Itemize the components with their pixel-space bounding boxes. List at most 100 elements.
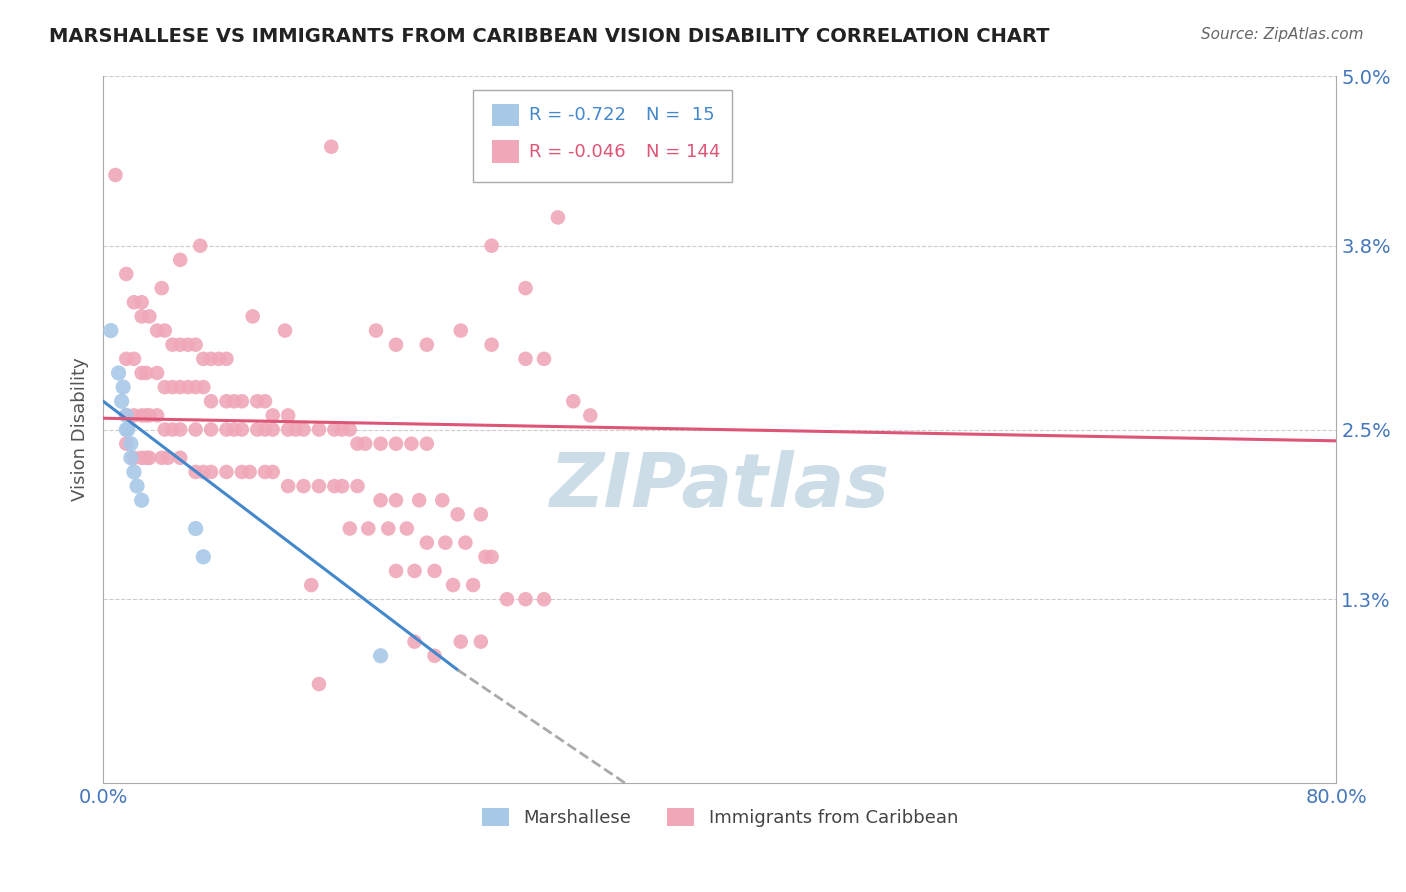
Point xyxy=(138,310,160,324)
Point xyxy=(370,436,392,450)
Point xyxy=(215,423,238,437)
Point xyxy=(401,436,423,450)
Point xyxy=(146,366,169,380)
Point xyxy=(115,351,138,366)
Point xyxy=(277,479,299,493)
Point xyxy=(292,423,315,437)
Point xyxy=(496,592,519,607)
Point xyxy=(115,267,138,281)
Point xyxy=(193,380,215,394)
Point xyxy=(131,493,153,508)
FancyBboxPatch shape xyxy=(492,103,519,127)
Point xyxy=(135,409,157,423)
Point xyxy=(122,465,145,479)
Point xyxy=(122,409,145,423)
Point xyxy=(416,337,439,351)
Point xyxy=(177,380,200,394)
Point xyxy=(115,409,138,423)
Point xyxy=(177,337,200,351)
Point xyxy=(215,394,238,409)
Point xyxy=(239,465,262,479)
Point xyxy=(224,394,246,409)
Point xyxy=(153,324,176,338)
Point xyxy=(339,423,361,437)
Text: MARSHALLESE VS IMMIGRANTS FROM CARIBBEAN VISION DISABILITY CORRELATION CHART: MARSHALLESE VS IMMIGRANTS FROM CARIBBEAN… xyxy=(49,27,1050,45)
Point xyxy=(308,423,330,437)
Point xyxy=(215,351,238,366)
Point xyxy=(135,366,157,380)
Point xyxy=(184,337,207,351)
Point xyxy=(416,436,439,450)
Point xyxy=(292,479,315,493)
Point xyxy=(450,324,472,338)
Text: N = 144: N = 144 xyxy=(645,143,720,161)
Point xyxy=(470,634,492,648)
Point xyxy=(515,281,537,295)
Text: ZIPatlas: ZIPatlas xyxy=(550,450,890,523)
Point xyxy=(146,409,169,423)
Point xyxy=(125,479,148,493)
Point xyxy=(169,423,191,437)
Point xyxy=(404,564,426,578)
Point xyxy=(253,465,276,479)
Point xyxy=(330,423,353,437)
Point xyxy=(562,394,585,409)
Point xyxy=(112,380,135,394)
Point xyxy=(533,592,555,607)
Point xyxy=(122,351,145,366)
Point xyxy=(385,493,408,508)
Point xyxy=(253,394,276,409)
Point xyxy=(231,465,253,479)
Point xyxy=(579,409,602,423)
Point xyxy=(470,508,492,522)
Point xyxy=(184,522,207,536)
Point xyxy=(308,677,330,691)
Point xyxy=(115,409,138,423)
Point xyxy=(169,252,191,267)
Point xyxy=(357,522,380,536)
Point xyxy=(385,436,408,450)
Point xyxy=(246,423,269,437)
Point xyxy=(208,351,231,366)
Point xyxy=(364,324,387,338)
Point xyxy=(370,648,392,663)
Point xyxy=(385,564,408,578)
Point xyxy=(122,295,145,310)
Point xyxy=(138,450,160,465)
Point xyxy=(454,535,477,549)
Point xyxy=(441,578,464,592)
Point xyxy=(131,409,153,423)
Text: R = -0.722: R = -0.722 xyxy=(529,106,626,124)
Point xyxy=(447,508,470,522)
Point xyxy=(262,409,284,423)
Point xyxy=(274,324,297,338)
Point xyxy=(193,351,215,366)
Point xyxy=(299,578,322,592)
Point xyxy=(547,211,569,225)
Point xyxy=(162,337,184,351)
Point xyxy=(150,450,173,465)
Point xyxy=(395,522,418,536)
Text: N =  15: N = 15 xyxy=(645,106,714,124)
Point xyxy=(253,423,276,437)
Point xyxy=(404,634,426,648)
Point xyxy=(423,564,446,578)
Point xyxy=(193,549,215,564)
Point xyxy=(346,479,368,493)
Point xyxy=(111,394,134,409)
Point xyxy=(481,549,503,564)
Point xyxy=(346,436,368,450)
Point xyxy=(262,465,284,479)
Point xyxy=(169,337,191,351)
Point xyxy=(461,578,484,592)
Point xyxy=(150,281,173,295)
Point xyxy=(200,423,222,437)
Point xyxy=(104,168,127,182)
Point xyxy=(115,423,138,437)
Point xyxy=(434,535,457,549)
Point xyxy=(120,436,142,450)
Point xyxy=(200,351,222,366)
Point xyxy=(262,423,284,437)
Point xyxy=(135,450,157,465)
Point xyxy=(138,409,160,423)
